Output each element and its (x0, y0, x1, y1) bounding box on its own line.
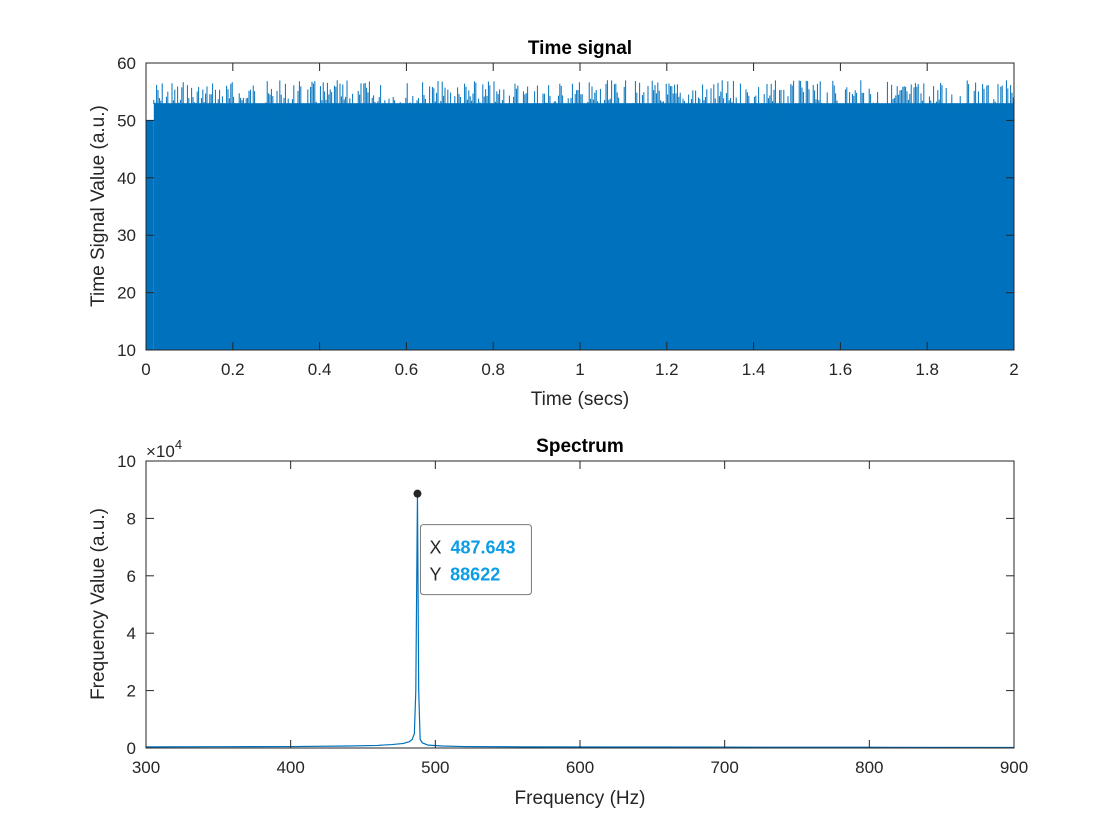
datatip-marker[interactable] (413, 489, 422, 498)
time-y-tick-label: 10 (117, 341, 136, 360)
time-y-tick-label: 60 (117, 54, 136, 73)
time-waveform-body (153, 103, 1014, 351)
time-x-tick-label: 1.6 (829, 360, 853, 379)
datatip[interactable]: X 487.643 Y 88622 (413, 489, 532, 596)
time-x-ticks: 0 0.2 0.4 0.6 0.8 1 1.2 1.4 1.6 1.8 2 (141, 63, 1019, 379)
spectrum-x-tick-label: 600 (566, 758, 594, 777)
time-x-tick-label: 1.8 (915, 360, 939, 379)
spectrum-y-tick-label: 8 (127, 509, 136, 528)
spectrum-x-tick-label: 500 (421, 758, 449, 777)
time-y-axis-label: Time Signal Value (a.u.) (88, 105, 109, 307)
spectrum-x-tick-label: 900 (1000, 758, 1028, 777)
time-x-tick-label: 0.8 (481, 360, 505, 379)
datatip-box[interactable] (419, 524, 532, 596)
spectrum-y-tick-label: 10 (117, 452, 136, 471)
time-x-tick-label: 0.6 (395, 360, 419, 379)
spectrum-chart-title: Spectrum (536, 436, 624, 457)
spectrum-x-tick-label: 700 (710, 758, 738, 777)
time-y-tick-label: 30 (117, 226, 136, 245)
spectrum-x-tick-label: 800 (855, 758, 883, 777)
time-x-tick-label: 1.4 (742, 360, 766, 379)
datatip-x-row: X 487.643 (429, 538, 515, 558)
time-waveform-series (146, 80, 1014, 351)
datatip-y-value: 88622 (450, 565, 500, 585)
time-x-axis-label: Time (secs) (531, 389, 630, 410)
spectrum-x-axis-label: Frequency (Hz) (515, 788, 646, 809)
spectrum-y-tick-label: 4 (127, 624, 136, 643)
time-x-tick-label: 1.2 (655, 360, 679, 379)
spectrum-y-axis-label: Frequency Value (a.u.) (88, 508, 109, 700)
time-x-tick-label: 0 (141, 360, 150, 379)
time-signal-axes: 0 0.2 0.4 0.6 0.8 1 1.2 1.4 1.6 1.8 2 10 20 30 40 50 60… (88, 38, 1019, 410)
datatip-y-row: Y 88622 (429, 565, 500, 585)
spectrum-y-exponent: ×104 (146, 437, 182, 461)
time-x-tick-label: 1 (575, 360, 584, 379)
spectrum-y-tick-label: 2 (127, 682, 136, 701)
spectrum-axes: 300 400 500 600 700 800 900 0 2 4 6 8 10 ×104 Spect… (88, 436, 1028, 809)
time-x-tick-label: 0.4 (308, 360, 332, 379)
time-x-tick-label: 2 (1009, 360, 1018, 379)
spectrum-x-tick-label: 300 (132, 758, 160, 777)
time-y-tick-label: 40 (117, 169, 136, 188)
time-chart-title: Time signal (528, 38, 632, 59)
spectrum-y-ticks: 0 2 4 6 8 10 (117, 452, 1014, 758)
spectrum-x-ticks: 300 400 500 600 700 800 900 (132, 461, 1028, 777)
datatip-x-label: X (429, 538, 441, 558)
spectrum-y-tick-label: 0 (127, 739, 136, 758)
time-y-tick-label: 50 (117, 111, 136, 130)
datatip-y-label: Y (429, 565, 441, 585)
time-y-ticks: 10 20 30 40 50 60 (117, 54, 1014, 360)
spectrum-x-tick-label: 400 (276, 758, 304, 777)
time-x-tick-label: 0.2 (221, 360, 245, 379)
datatip-x-value: 487.643 (450, 538, 515, 558)
spectrum-y-tick-label: 6 (127, 567, 136, 586)
spectrum-plot-area (146, 461, 1014, 748)
time-y-tick-label: 20 (117, 284, 136, 303)
